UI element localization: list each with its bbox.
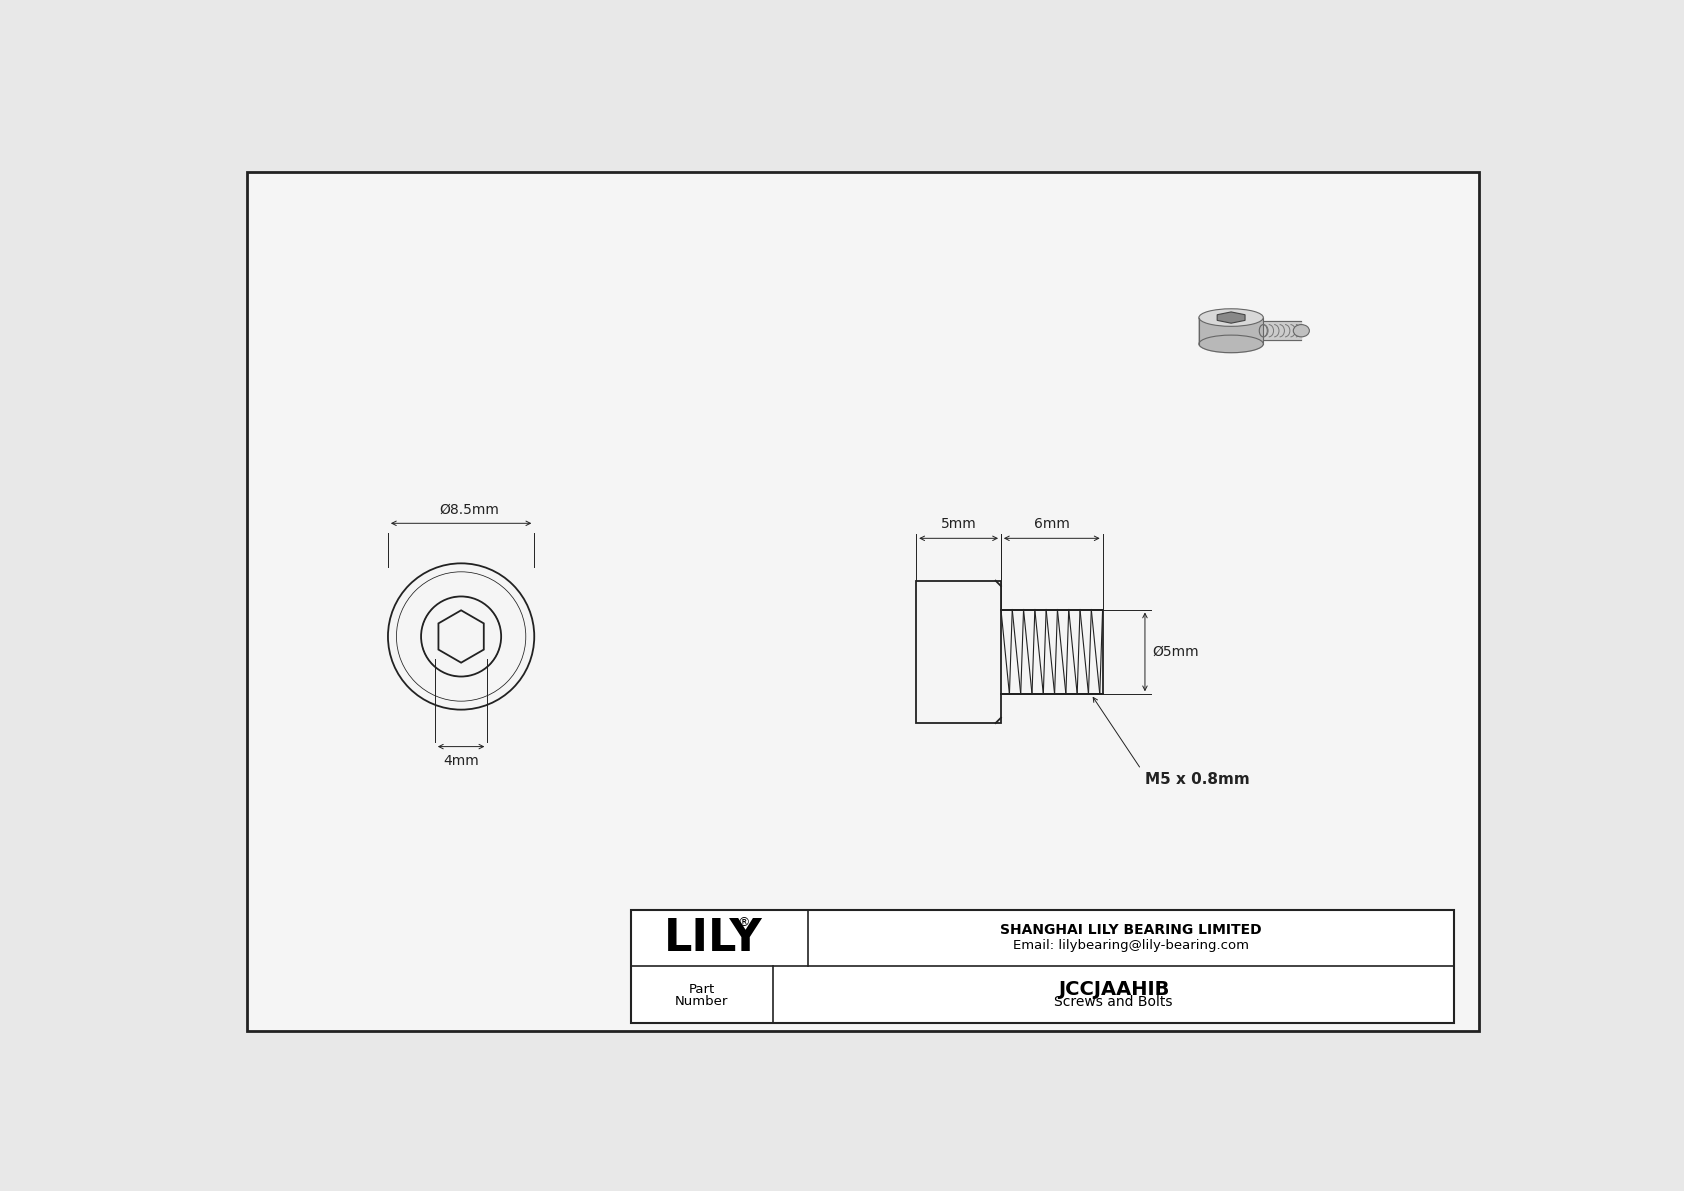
Text: Email: lilybearing@lily-bearing.com: Email: lilybearing@lily-bearing.com	[1014, 940, 1250, 953]
Polygon shape	[1218, 312, 1244, 323]
Ellipse shape	[1199, 308, 1263, 326]
Text: SHANGHAI LILY BEARING LIMITED: SHANGHAI LILY BEARING LIMITED	[1000, 923, 1261, 937]
Ellipse shape	[1293, 325, 1310, 337]
Text: M5 x 0.8mm: M5 x 0.8mm	[1145, 772, 1250, 786]
Text: LILY: LILY	[663, 917, 763, 960]
Text: 6mm: 6mm	[1034, 517, 1069, 531]
Text: 5mm: 5mm	[941, 517, 977, 531]
Text: Ø8.5mm: Ø8.5mm	[440, 503, 498, 517]
Text: Number: Number	[675, 996, 729, 1008]
Bar	[630, 910, 1455, 1023]
Polygon shape	[1199, 318, 1263, 353]
Text: JCCJAAHIB: JCCJAAHIB	[1058, 980, 1169, 999]
Text: Ø5mm: Ø5mm	[1152, 644, 1199, 659]
Text: Screws and Bolts: Screws and Bolts	[1054, 996, 1174, 1010]
Text: ®: ®	[738, 916, 749, 929]
Polygon shape	[1263, 322, 1302, 341]
Text: Part: Part	[689, 983, 716, 996]
Text: 4mm: 4mm	[443, 754, 478, 768]
Bar	[916, 581, 1000, 723]
Polygon shape	[1199, 318, 1263, 353]
